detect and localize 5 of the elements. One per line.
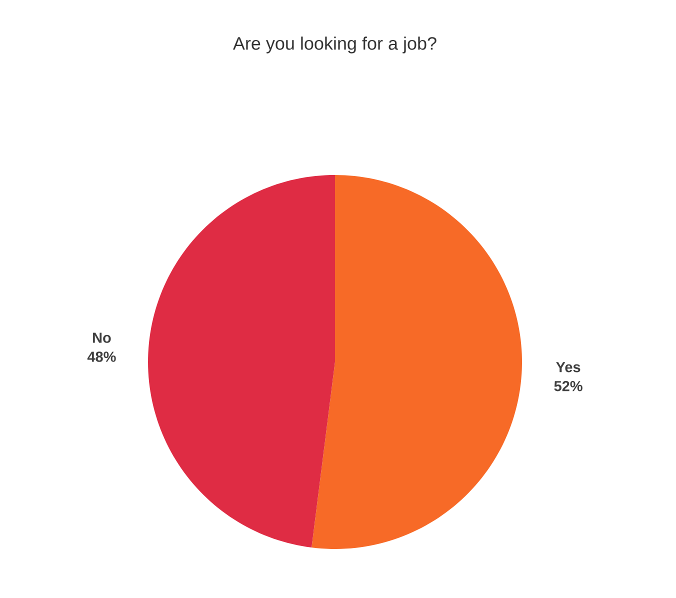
data-label: 52% bbox=[554, 380, 582, 392]
data-label: 48% bbox=[87, 352, 116, 362]
chart-title: Are you looking for a job? bbox=[232, 36, 436, 54]
slice-label: Yes bbox=[556, 362, 580, 372]
slice-label: No bbox=[93, 332, 111, 343]
